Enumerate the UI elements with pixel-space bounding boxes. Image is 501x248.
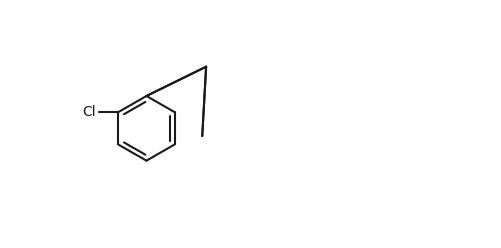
- Text: Cl: Cl: [82, 105, 95, 119]
